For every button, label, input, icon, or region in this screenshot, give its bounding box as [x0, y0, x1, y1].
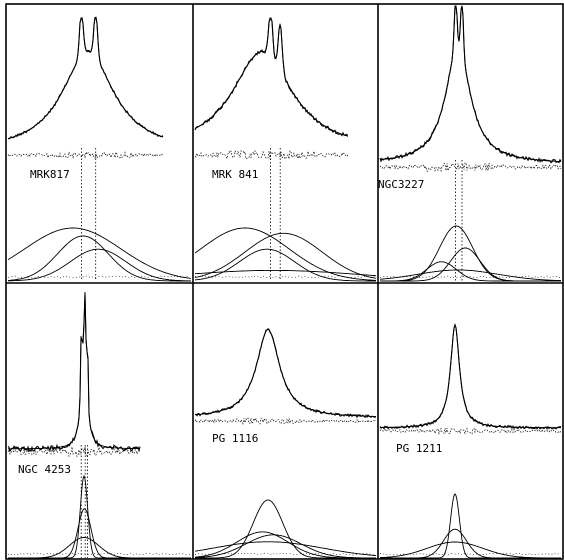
- component-gaussian: [8, 537, 191, 559]
- panel-3: NGC3227: [378, 5, 562, 282]
- residual-trace: [194, 417, 377, 425]
- observed-profile: [7, 16, 164, 140]
- residual-trace: [7, 150, 164, 159]
- residual-trace: [194, 149, 349, 160]
- component-gaussian: [194, 531, 376, 559]
- component-gaussian: [380, 261, 561, 282]
- panel-1: MRK817: [7, 16, 192, 282]
- component-gaussian: [195, 534, 376, 559]
- component-residual: [7, 275, 191, 279]
- panel-label: NGC3227: [378, 178, 424, 191]
- component-gaussian: [194, 541, 377, 557]
- panel-6: PG 1211: [379, 322, 562, 559]
- panel-4: NGC 4253: [7, 291, 191, 559]
- component-residual: [195, 552, 376, 556]
- panel-frames: [5, 3, 564, 560]
- component-gaussian: [8, 235, 191, 282]
- observed-profile: [7, 293, 141, 453]
- component-gaussian: [194, 269, 377, 277]
- component-gaussian: [380, 493, 561, 559]
- model-fit: [7, 17, 164, 139]
- component-gaussian: [380, 247, 561, 282]
- model-fit: [379, 5, 562, 163]
- panel-5: PG 1116: [194, 328, 377, 559]
- component-gaussian: [8, 508, 191, 559]
- model-fit: [194, 329, 376, 417]
- model-fit: [379, 322, 561, 429]
- panels: MRK817 MRK 841 NGC3227 NGC 4253 PG 1116 PG 12…: [7, 5, 562, 559]
- panel-label: PG 1116: [212, 432, 258, 445]
- observed-profile: [379, 5, 562, 164]
- component-gaussian: [7, 227, 192, 279]
- component-residual: [379, 275, 561, 279]
- component-gaussian: [380, 225, 561, 282]
- component-gaussian: [195, 499, 376, 559]
- observed-profile: [379, 324, 562, 431]
- residual-trace: [379, 427, 562, 435]
- panel-label: MRK 841: [212, 168, 258, 181]
- panel-2: MRK 841: [194, 17, 377, 282]
- component-gaussian: [194, 232, 377, 279]
- residual-trace: [379, 162, 562, 173]
- figure-frame: [5, 3, 564, 560]
- component-gaussian: [8, 248, 191, 282]
- panel-label: MRK817: [30, 168, 70, 181]
- observed-profile: [194, 328, 377, 419]
- model-fit: [194, 17, 349, 137]
- component-residual: [194, 275, 376, 279]
- component-gaussian: [379, 541, 561, 559]
- panel-label: PG 1211: [396, 442, 442, 455]
- component-gaussian: [194, 227, 377, 281]
- component-gaussian: [379, 269, 562, 282]
- panel-label: NGC 4253: [18, 463, 71, 476]
- component-gaussian: [194, 248, 376, 282]
- model-fit: [8, 291, 140, 450]
- component-residual: [379, 552, 561, 556]
- observed-profile: [194, 18, 349, 137]
